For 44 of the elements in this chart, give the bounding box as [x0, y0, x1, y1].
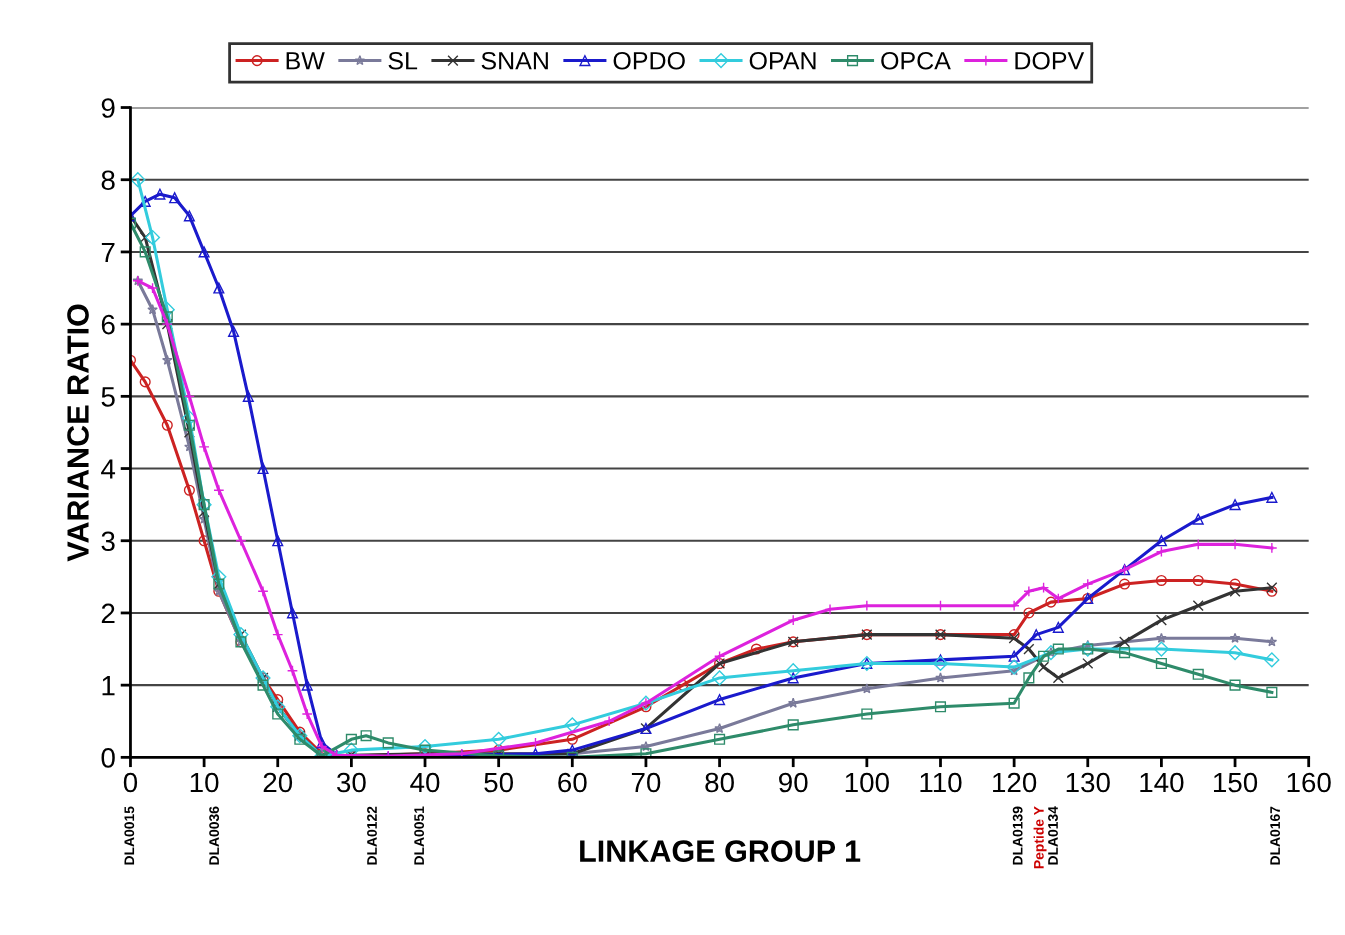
x-tick-label: 0	[123, 772, 138, 793]
y-tick-label: 4	[101, 459, 116, 479]
legend-label: OPCA	[881, 51, 951, 70]
x-tick-label: 150	[1213, 772, 1258, 793]
x-tick-label: 90	[779, 772, 808, 793]
x-tick-label: 30	[336, 772, 366, 793]
y-tick-label: 5	[101, 387, 115, 407]
text: Peptide Y	[1033, 806, 1047, 869]
legend-label: SNAN	[481, 51, 548, 70]
text: DLA0036	[209, 806, 220, 865]
x-tick-label: 60	[558, 772, 587, 793]
legend-label: SL	[388, 51, 418, 70]
y-tick-label: 3	[101, 531, 115, 552]
y-tick-label: 2	[101, 603, 115, 624]
x-tick-label: 40	[410, 772, 440, 793]
x-tick-label: 20	[263, 772, 293, 793]
text: DLA0015	[124, 806, 135, 865]
y-tick-label: 7	[101, 242, 115, 262]
text: DLA0134	[1048, 806, 1058, 865]
legend-label: DOPV	[1015, 51, 1085, 70]
text: DLA0051	[414, 806, 425, 865]
x-tick-label: 110	[920, 772, 962, 793]
x-tick-label: 140	[1140, 772, 1184, 793]
y-tick-label: 1	[102, 676, 115, 696]
x-axis-title: LINKAGE GROUP 1	[580, 840, 861, 862]
y-tick-label: 9	[101, 98, 115, 118]
y-tick-label: 0	[101, 748, 115, 768]
x-tick-label: 80	[705, 772, 734, 793]
x-tick-label: 50	[484, 772, 514, 793]
text: DLA0139	[1012, 806, 1023, 865]
x-tick-label: 160	[1287, 772, 1331, 793]
x-tick-label: 120	[993, 772, 1037, 793]
text: DLA0167	[1270, 806, 1281, 865]
legend-label: OPAN	[749, 51, 816, 70]
text: DLA0122	[367, 806, 377, 865]
legend-label: BW	[286, 52, 325, 70]
x-tick-label: 100	[845, 772, 889, 793]
legend-label: OPDO	[613, 51, 685, 70]
y-axis-title: VARIANCE RATIO	[67, 304, 89, 562]
x-tick-label: 130	[1066, 772, 1110, 793]
x-tick-label: 70	[631, 772, 661, 793]
y-tick-label: 8	[101, 170, 115, 191]
x-tick-label: 10	[190, 772, 219, 793]
y-tick-label: 6	[101, 314, 115, 335]
